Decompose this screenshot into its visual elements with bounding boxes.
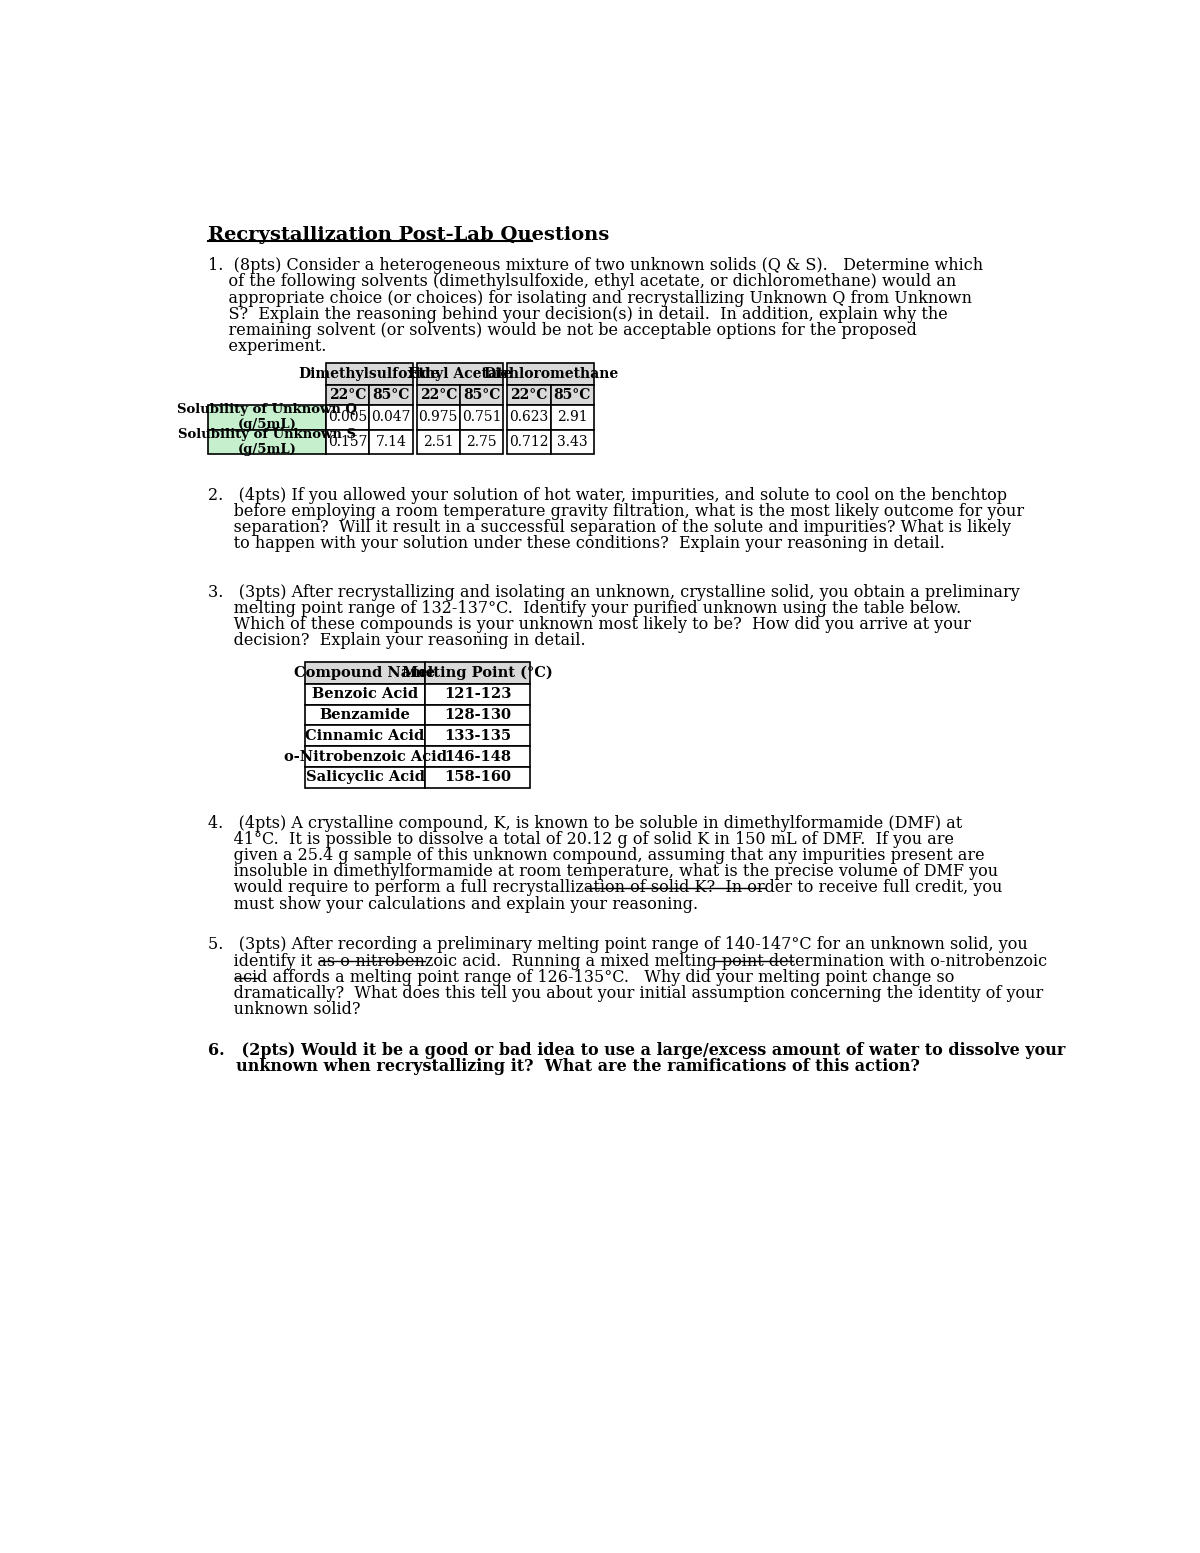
Text: 121-123: 121-123 bbox=[444, 686, 511, 700]
Text: 133-135: 133-135 bbox=[444, 728, 511, 742]
Text: 0.623: 0.623 bbox=[509, 410, 548, 424]
Bar bbox=[370, 385, 413, 405]
Text: would require to perform a full recrystallization of solid K?  In order to recei: would require to perform a full recrysta… bbox=[208, 879, 1002, 896]
Text: remaining solvent (or solvents) would be not be acceptable options for the propo: remaining solvent (or solvents) would be… bbox=[208, 321, 917, 339]
Bar bbox=[551, 385, 594, 405]
Bar bbox=[416, 363, 504, 385]
Text: 2.51: 2.51 bbox=[422, 435, 454, 449]
Bar bbox=[326, 363, 413, 385]
Text: Salicyclic Acid: Salicyclic Acid bbox=[306, 770, 425, 784]
Text: insoluble in dimethylformamide at room temperature, what is the precise volume o: insoluble in dimethylformamide at room t… bbox=[208, 863, 998, 881]
Bar bbox=[508, 430, 551, 455]
Bar bbox=[460, 385, 504, 405]
Text: Solubility of Unknown S
(g/5mL): Solubility of Unknown S (g/5mL) bbox=[178, 429, 356, 457]
Bar bbox=[305, 705, 425, 725]
Text: 5.   (3pts) After recording a preliminary melting point range of 140-147°C for a: 5. (3pts) After recording a preliminary … bbox=[208, 936, 1028, 954]
Text: unknown solid?: unknown solid? bbox=[208, 1002, 361, 1019]
Text: of the following solvents (dimethylsulfoxide, ethyl acetate, or dichloromethane): of the following solvents (dimethylsulfo… bbox=[208, 273, 956, 290]
Text: 2.   (4pts) If you allowed your solution of hot water, impurities, and solute to: 2. (4pts) If you allowed your solution o… bbox=[208, 486, 1007, 503]
Bar bbox=[508, 385, 551, 405]
Text: Which of these compounds is your unknown most likely to be?  How did you arrive : Which of these compounds is your unknown… bbox=[208, 617, 971, 634]
Bar bbox=[508, 363, 594, 385]
Text: 4.   (4pts) A crystalline compound, K, is known to be soluble in dimethylformami: 4. (4pts) A crystalline compound, K, is … bbox=[208, 815, 962, 832]
Bar bbox=[551, 405, 594, 430]
Bar bbox=[460, 430, 504, 455]
Bar bbox=[326, 385, 370, 405]
Text: 0.975: 0.975 bbox=[419, 410, 458, 424]
Text: must show your calculations and explain your reasoning.: must show your calculations and explain … bbox=[208, 896, 698, 913]
Text: S?  Explain the reasoning behind your decision(s) in detail.  In addition, expla: S? Explain the reasoning behind your dec… bbox=[208, 306, 948, 323]
Text: identify it as o-nitrobenzoic acid.  Running a mixed melting point determination: identify it as o-nitrobenzoic acid. Runn… bbox=[208, 952, 1048, 969]
Text: 3.   (3pts) After recrystallizing and isolating an unknown, crystalline solid, y: 3. (3pts) After recrystallizing and isol… bbox=[208, 584, 1020, 601]
Text: acid affords a melting point range of 126-135°C.   Why did your melting point ch: acid affords a melting point range of 12… bbox=[208, 969, 954, 986]
Bar bbox=[425, 683, 529, 705]
Bar bbox=[305, 662, 425, 683]
Text: decision?  Explain your reasoning in detail.: decision? Explain your reasoning in deta… bbox=[208, 632, 586, 649]
Bar bbox=[370, 430, 413, 455]
Text: 22°C: 22°C bbox=[329, 388, 366, 402]
Bar bbox=[460, 405, 504, 430]
Text: Recrystallization Post-Lab Questions: Recrystallization Post-Lab Questions bbox=[208, 227, 610, 244]
Text: 0.005: 0.005 bbox=[328, 410, 367, 424]
Text: 0.157: 0.157 bbox=[328, 435, 367, 449]
Bar bbox=[305, 725, 425, 745]
Text: 85°C: 85°C bbox=[463, 388, 500, 402]
Text: Cinnamic Acid: Cinnamic Acid bbox=[306, 728, 425, 742]
Text: 0.712: 0.712 bbox=[509, 435, 548, 449]
Text: Dichloromethane: Dichloromethane bbox=[484, 367, 618, 380]
Bar bbox=[425, 705, 529, 725]
Bar bbox=[425, 725, 529, 745]
Text: 128-130: 128-130 bbox=[444, 708, 511, 722]
Text: to happen with your solution under these conditions?  Explain your reasoning in : to happen with your solution under these… bbox=[208, 536, 946, 553]
Text: dramatically?  What does this tell you about your initial assumption concerning : dramatically? What does this tell you ab… bbox=[208, 985, 1043, 1002]
Text: Benzoic Acid: Benzoic Acid bbox=[312, 686, 418, 700]
Bar bbox=[326, 430, 370, 455]
Bar bbox=[425, 662, 529, 683]
Bar bbox=[508, 405, 551, 430]
Text: 0.047: 0.047 bbox=[371, 410, 410, 424]
Text: 7.14: 7.14 bbox=[376, 435, 407, 449]
Bar bbox=[416, 430, 460, 455]
Bar bbox=[208, 430, 326, 455]
Bar bbox=[416, 385, 460, 405]
Text: 85°C: 85°C bbox=[372, 388, 409, 402]
Bar bbox=[551, 430, 594, 455]
Text: Solubility of Unknown Q
(g/5mL): Solubility of Unknown Q (g/5mL) bbox=[178, 404, 358, 432]
Text: o-Nitrobenzoic Acid: o-Nitrobenzoic Acid bbox=[283, 750, 446, 764]
Bar bbox=[425, 767, 529, 787]
Text: experiment.: experiment. bbox=[208, 339, 326, 356]
Text: 0.751: 0.751 bbox=[462, 410, 502, 424]
Text: 41°C.  It is possible to dissolve a total of 20.12 g of solid K in 150 mL of DMF: 41°C. It is possible to dissolve a total… bbox=[208, 831, 954, 848]
Text: 1.  (8pts) Consider a heterogeneous mixture of two unknown solids (Q & S).   Det: 1. (8pts) Consider a heterogeneous mixtu… bbox=[208, 258, 983, 275]
Text: 22°C: 22°C bbox=[420, 388, 457, 402]
Bar bbox=[425, 745, 529, 767]
Text: 2.91: 2.91 bbox=[557, 410, 588, 424]
Bar bbox=[305, 683, 425, 705]
Text: unknown when recrystallizing it?  What are the ramifications of this action?: unknown when recrystallizing it? What ar… bbox=[208, 1058, 920, 1075]
Text: 3.43: 3.43 bbox=[557, 435, 588, 449]
Bar bbox=[370, 405, 413, 430]
Bar bbox=[326, 405, 370, 430]
Bar bbox=[416, 405, 460, 430]
Text: Ethyl Acetate: Ethyl Acetate bbox=[408, 367, 512, 380]
Text: before employing a room temperature gravity filtration, what is the most likely : before employing a room temperature grav… bbox=[208, 503, 1025, 520]
Text: Melting Point (°C): Melting Point (°C) bbox=[402, 666, 553, 680]
Text: separation?  Will it result in a successful separation of the solute and impurit: separation? Will it result in a successf… bbox=[208, 519, 1012, 536]
Bar bbox=[305, 745, 425, 767]
Text: given a 25.4 g sample of this unknown compound, assuming that any impurities pre: given a 25.4 g sample of this unknown co… bbox=[208, 846, 985, 863]
Text: 22°C: 22°C bbox=[510, 388, 547, 402]
Text: melting point range of 132-137°C.  Identify your purified unknown using the tabl: melting point range of 132-137°C. Identi… bbox=[208, 599, 961, 617]
Text: 146-148: 146-148 bbox=[444, 750, 511, 764]
Text: 6.   (2pts) Would it be a good or bad idea to use a large/excess amount of water: 6. (2pts) Would it be a good or bad idea… bbox=[208, 1042, 1066, 1059]
Text: Compound Name: Compound Name bbox=[294, 666, 436, 680]
Text: Dimethylsulfoxide: Dimethylsulfoxide bbox=[299, 367, 440, 380]
Bar bbox=[208, 405, 326, 430]
Text: 2.75: 2.75 bbox=[467, 435, 497, 449]
Text: 158-160: 158-160 bbox=[444, 770, 511, 784]
Text: appropriate choice (or choices) for isolating and recrystallizing Unknown Q from: appropriate choice (or choices) for isol… bbox=[208, 289, 972, 306]
Text: 85°C: 85°C bbox=[553, 388, 592, 402]
Bar bbox=[305, 767, 425, 787]
Text: Benzamide: Benzamide bbox=[319, 708, 410, 722]
